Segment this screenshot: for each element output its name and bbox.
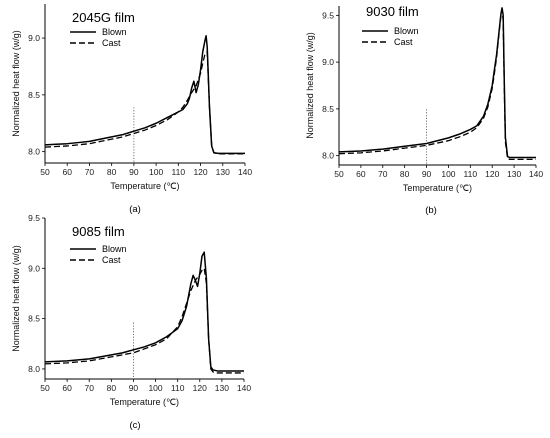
x-tick-label: 90 [129,167,139,177]
chart-panel-3: 50 60 70 80 90 100 110 120 130 140 8.0 8.5 9.0 9.5 Tem… [11,213,251,431]
y-tick-label: 9.5 [322,10,334,20]
series-line-cast [44,51,245,155]
chart-title: 9030 film [366,4,419,19]
legend-label-blown: Blown [102,27,127,37]
series-line-blown [44,251,244,372]
x-tick-label: 50 [334,169,344,179]
x-tick-label: 100 [441,169,455,179]
panel-label: (a) [129,204,141,215]
x-tick-label: 70 [84,383,94,393]
y-tick-label: 8.5 [28,314,40,324]
x-tick-label: 80 [400,169,410,179]
x-tick-label: 70 [378,169,388,179]
x-tick-label: 130 [215,383,229,393]
x-tick-label: 140 [238,167,252,177]
series-line-cast [44,267,244,374]
x-tick-label: 50 [40,167,50,177]
x-tick-label: 100 [149,167,163,177]
x-tick-label: 130 [216,167,230,177]
y-tick-label: 8.0 [28,364,40,374]
chart-panel-1: 50 60 70 80 90 100 110 120 130 140 8.0 8.5 9.0 Temper… [11,4,252,215]
series-line-blown [44,35,245,155]
panel-label: (c) [129,420,140,431]
x-tick-label: 120 [193,167,207,177]
x-tick-label: 70 [85,167,95,177]
y-tick-label: 8.5 [28,90,40,100]
x-tick-label: 120 [193,383,207,393]
x-tick-label: 140 [529,169,543,179]
x-tick-label: 110 [172,167,186,177]
x-tick-label: 110 [171,383,185,393]
legend-label-blown: Blown [394,26,419,36]
y-axis-label: Normalized heat flow (w/g) [11,245,21,352]
y-tick-label: 9.0 [322,57,334,67]
chart-panel-2: 50 60 70 80 90 100 110 120 130 140 8.0 8.5 9.0 9.5 Tem… [305,4,543,216]
x-axis-label: Temperature (℃) [403,183,472,193]
legend-label-blown: Blown [102,244,127,254]
x-tick-label: 120 [485,169,499,179]
x-tick-label: 100 [148,383,162,393]
panel-label: (b) [425,205,437,216]
y-tick-label: 8.0 [28,147,40,157]
chart-title: 9085 film [72,224,125,239]
legend-label-cast: Cast [394,37,413,47]
x-tick-label: 50 [40,383,50,393]
x-tick-label: 80 [107,383,117,393]
x-axis-label: Temperature (℃) [110,397,179,407]
x-tick-label: 60 [356,169,366,179]
x-tick-label: 80 [107,167,117,177]
y-tick-label: 8.0 [322,151,334,161]
x-tick-label: 60 [62,167,72,177]
y-tick-label: 9.0 [28,33,40,43]
y-axis-label: Normalized heat flow (w/g) [305,32,315,139]
x-tick-label: 110 [464,169,478,179]
legend-label-cast: Cast [102,255,121,265]
x-axis-label: Temperature (℃) [110,181,179,191]
y-tick-label: 9.5 [28,213,40,223]
x-tick-label: 140 [237,383,251,393]
chart-title: 2045G film [72,10,135,25]
x-tick-label: 130 [507,169,521,179]
x-tick-label: 90 [422,169,432,179]
x-tick-label: 90 [129,383,139,393]
x-tick-label: 60 [62,383,72,393]
y-tick-label: 9.0 [28,263,40,273]
legend-label-cast: Cast [102,38,121,48]
y-tick-label: 8.5 [322,104,334,114]
series-line-cast [338,9,536,161]
y-axis-label: Normalized heat flow (w/g) [11,30,21,137]
